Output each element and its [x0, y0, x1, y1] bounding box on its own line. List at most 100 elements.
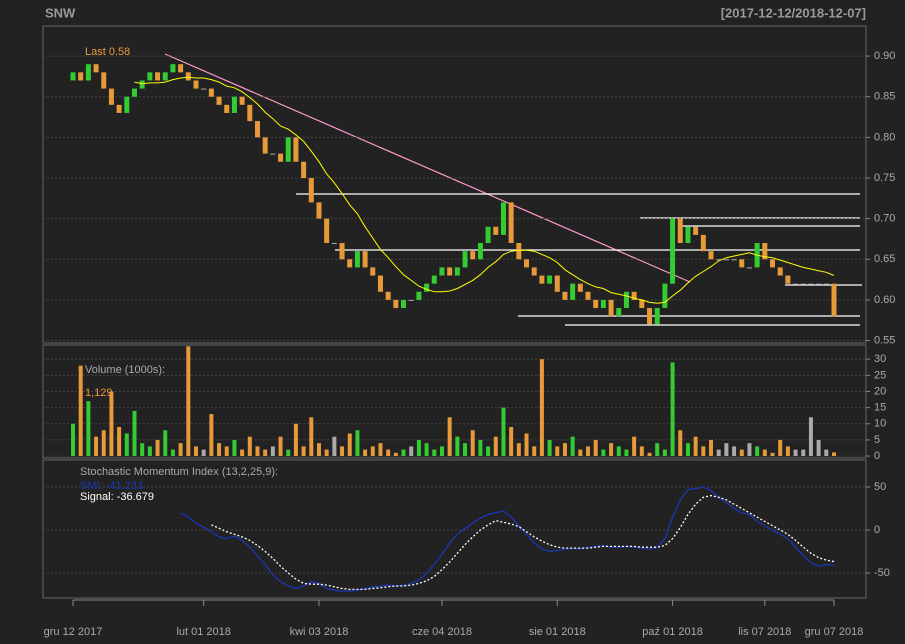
volume-bar: [224, 446, 229, 457]
volume-bar: [593, 439, 598, 457]
volume-bar: [639, 446, 644, 457]
candle: [85, 64, 91, 81]
volume-bar: [816, 439, 821, 457]
volume-bar: [762, 449, 767, 457]
candle: [331, 243, 337, 245]
candle: [270, 153, 276, 155]
drawn-lines: [164, 53, 862, 326]
volume-bar: [255, 446, 260, 457]
candle: [170, 64, 176, 73]
volume-bar: [439, 446, 444, 457]
candle: [639, 299, 645, 309]
y-tick-label: 25: [874, 369, 886, 381]
candle: [93, 64, 99, 73]
legend-entry: SMI: -41.233: [80, 480, 143, 492]
candle: [185, 72, 191, 81]
y-tick-label: 0.65: [874, 253, 895, 265]
volume-bar: [716, 449, 721, 457]
candle: [354, 251, 360, 268]
volume-bar: [247, 436, 252, 457]
volume-bar: [101, 430, 106, 457]
candle: [777, 267, 783, 276]
candle: [547, 275, 553, 284]
volume-bar: [824, 449, 829, 457]
volume-bar: [747, 443, 752, 457]
volume-bar: [386, 449, 391, 457]
volume-bar: [701, 446, 706, 457]
candle: [162, 72, 168, 81]
candle: [254, 121, 260, 138]
candle: [716, 259, 722, 261]
candle: [362, 251, 368, 268]
candle: [816, 283, 822, 285]
candle: [462, 251, 468, 268]
volume-bar: [332, 436, 337, 457]
volume-bar: [770, 452, 775, 457]
candle: [101, 72, 107, 89]
volume-bar: [801, 449, 806, 457]
y-tick-label: 20: [874, 385, 886, 397]
candle: [324, 218, 330, 244]
candle: [516, 243, 522, 260]
volume-bar: [263, 449, 268, 457]
candle: [731, 259, 737, 261]
volume-bar: [601, 449, 606, 457]
candle: [339, 243, 345, 260]
volume-bar: [416, 439, 421, 457]
candle: [631, 291, 637, 300]
volume-bar: [124, 433, 129, 457]
volume-bar: [678, 430, 683, 457]
candle: [693, 226, 699, 235]
candle: [401, 299, 407, 309]
volume-bar: [609, 443, 614, 457]
candle: [308, 177, 314, 203]
volume-bar: [524, 433, 529, 457]
volume-bar: [78, 365, 83, 457]
candle: [577, 283, 583, 292]
volume-bar: [409, 446, 414, 457]
volume-bar: [547, 439, 552, 457]
panel-title: Stochastic Momentum Index (13,2,25,9):: [80, 466, 278, 478]
x-tick-label: kwi 03 2018: [290, 626, 349, 638]
candle: [193, 80, 199, 89]
smi-panel: [42, 459, 867, 599]
candle: [600, 299, 606, 309]
volume-bar: [301, 446, 306, 457]
volume-bar: [570, 436, 575, 457]
volume-bar: [501, 407, 506, 457]
candle: [524, 259, 530, 268]
candle: [447, 267, 453, 276]
x-tick-label: cze 04 2018: [412, 626, 472, 638]
volume-bar: [709, 439, 714, 457]
volume-bar: [393, 452, 398, 457]
indicator-line: [211, 494, 835, 591]
y-tick-label: 0.70: [874, 213, 895, 225]
volume-bar: [201, 449, 206, 457]
y-tick-label: 0.60: [874, 294, 895, 306]
volume-panel: [42, 344, 867, 459]
volume-bar: [793, 449, 798, 457]
volume-bar: [724, 443, 729, 457]
volume-bar: [785, 446, 790, 457]
candle: [623, 291, 629, 309]
candle: [746, 267, 752, 269]
candle: [723, 259, 729, 261]
volume-bar: [71, 423, 75, 457]
volume-bar: [463, 443, 468, 457]
candle: [139, 80, 145, 89]
volume-bar: [293, 423, 298, 457]
candle: [554, 275, 560, 292]
y-tick-label: 0.55: [874, 334, 895, 346]
candle: [208, 88, 214, 97]
candle: [408, 299, 414, 301]
candle: [470, 251, 476, 260]
volume-bar: [685, 443, 690, 457]
candle: [800, 283, 806, 285]
volume-bar: [147, 446, 152, 457]
volume-bar: [155, 439, 160, 457]
volume-bar: [324, 449, 329, 457]
symbol: SNW: [45, 5, 76, 20]
candle: [823, 283, 829, 285]
volume-bar: [632, 436, 637, 457]
